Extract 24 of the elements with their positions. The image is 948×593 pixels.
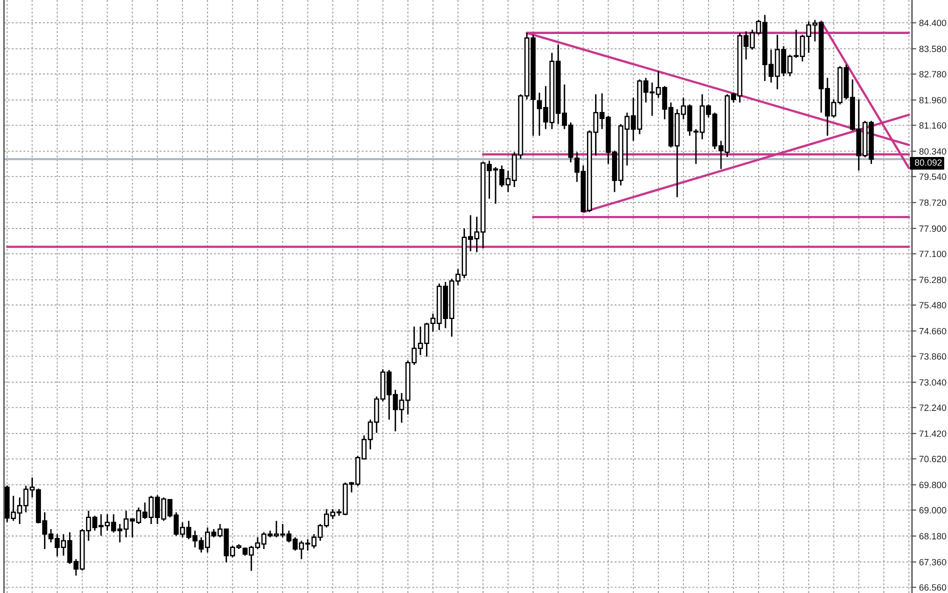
y-tick-label: 81.160 xyxy=(919,122,946,129)
y-tick-label: 80.340 xyxy=(919,148,946,155)
y-tick-label: 73.860 xyxy=(919,353,946,360)
y-tick-label: 69.800 xyxy=(919,482,946,488)
y-tick-label: 74.660 xyxy=(919,328,946,334)
y-tick-label: 77.100 xyxy=(919,250,946,258)
y-tick-label: 83.580 xyxy=(919,46,946,52)
y-tick-label: 67.360 xyxy=(919,558,946,566)
y-tick-label: 75.480 xyxy=(919,302,946,308)
y-tick-label: 84.400 xyxy=(919,20,946,26)
y-tick-label: 76.280 xyxy=(919,276,946,284)
y-tick-label: 78.720 xyxy=(919,199,946,206)
y-tick-label: 73.040 xyxy=(919,379,946,386)
y-tick-label: 70.620 xyxy=(919,456,946,462)
ref-line-label: 80.092 xyxy=(914,159,942,166)
y-tick-label: 82.780 xyxy=(919,71,946,78)
y-tick-label: 72.240 xyxy=(919,404,946,411)
y-tick-label: 79.540 xyxy=(919,174,946,180)
y-tick-label: 66.560 xyxy=(919,584,946,591)
y-tick-label: 68.180 xyxy=(919,533,946,540)
y-tick-label: 71.420 xyxy=(919,430,946,437)
y-tick-label: 77.900 xyxy=(919,225,946,232)
y-tick-label: 81.960 xyxy=(919,96,946,104)
y-tick-label: 69.000 xyxy=(919,507,946,514)
